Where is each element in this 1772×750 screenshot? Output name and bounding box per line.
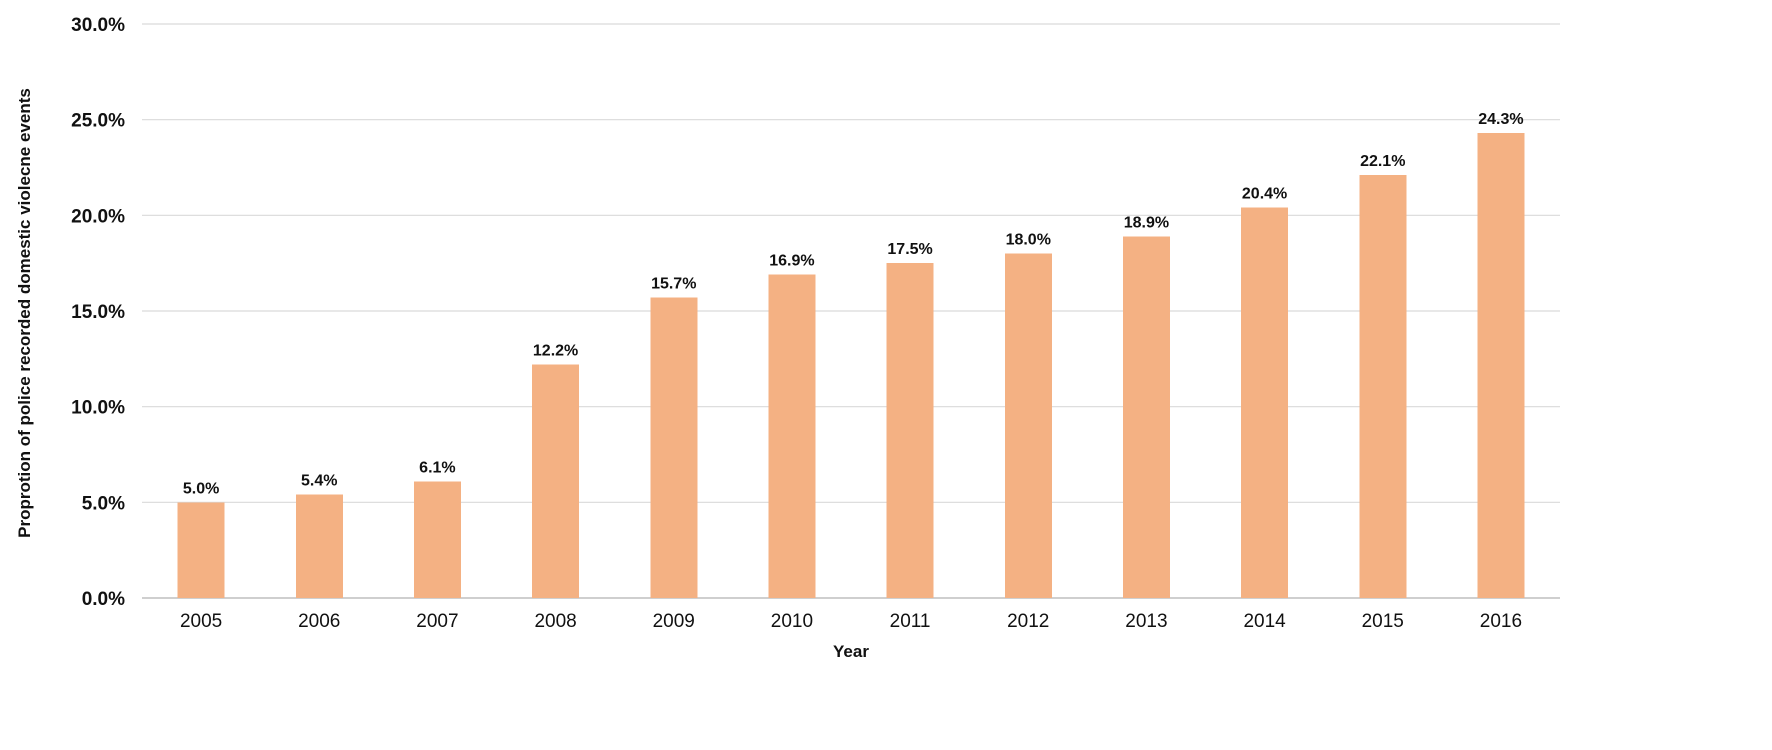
data-label-2014: 20.4%	[1242, 186, 1287, 203]
x-axis-title: Year	[833, 642, 869, 661]
y-tick-label: 0.0%	[82, 589, 125, 610]
y-tick-label: 15.0%	[71, 302, 125, 323]
y-axis-title: Proprotion of police recorded domestic v…	[15, 88, 34, 538]
y-tick-label: 10.0%	[71, 398, 125, 419]
data-label-2015: 22.1%	[1360, 153, 1405, 170]
data-label-2011: 17.5%	[887, 241, 932, 258]
x-tick-label-2012: 2012	[1007, 611, 1049, 632]
data-labels: 5.0% 5.4% 6.1% 12.2% 15.7% 16.9% 17.5% 18.0% 18.…	[183, 111, 1524, 497]
bar-2012	[1004, 253, 1052, 598]
data-label-2005: 5.0%	[183, 480, 219, 497]
x-tick-label-2014: 2014	[1243, 611, 1286, 632]
y-axis-ticks: 0.0% 5.0% 10.0% 15.0% 20.0% 25.0% 30.0%	[71, 15, 125, 610]
bar-2008	[532, 364, 580, 598]
bar-2011	[886, 263, 934, 598]
gridlines	[142, 23, 1560, 599]
bars	[177, 133, 1525, 599]
bar-2007	[413, 481, 461, 598]
data-label-2007: 6.1%	[419, 459, 455, 476]
bar-2014	[1241, 207, 1289, 598]
data-label-2008: 12.2%	[533, 343, 578, 360]
x-axis-ticks: 2005 2006 2007 2008 2009 2010 2011 2012 2013 2014…	[180, 611, 1522, 632]
data-label-2012: 18.0%	[1006, 232, 1051, 249]
bar-2006	[295, 494, 343, 598]
bar-2013	[1122, 236, 1170, 598]
x-tick-label-2006: 2006	[298, 611, 340, 632]
x-tick-label-2009: 2009	[653, 611, 695, 632]
x-tick-label-2007: 2007	[416, 611, 458, 632]
x-tick-label-2015: 2015	[1362, 611, 1404, 632]
data-label-2009: 15.7%	[651, 276, 696, 293]
x-tick-label-2016: 2016	[1480, 611, 1522, 632]
x-tick-label-2011: 2011	[890, 611, 931, 632]
data-label-2013: 18.9%	[1124, 214, 1169, 231]
y-tick-label: 20.0%	[71, 206, 125, 227]
x-tick-label-2013: 2013	[1125, 611, 1167, 632]
bar-2015	[1359, 175, 1407, 599]
y-tick-label: 30.0%	[71, 15, 125, 36]
x-tick-label-2008: 2008	[534, 611, 576, 632]
data-label-2010: 16.9%	[769, 253, 814, 270]
bar-2016	[1477, 133, 1525, 598]
y-tick-label: 5.0%	[82, 493, 125, 514]
y-tick-label: 25.0%	[71, 111, 125, 132]
x-tick-label-2010: 2010	[771, 611, 813, 632]
x-tick-label-2005: 2005	[180, 611, 222, 632]
data-label-2006: 5.4%	[301, 473, 337, 490]
bar-2010	[768, 274, 816, 598]
bar-2009	[650, 297, 698, 598]
data-label-2016: 24.3%	[1478, 111, 1523, 128]
bar-2005	[177, 502, 225, 598]
